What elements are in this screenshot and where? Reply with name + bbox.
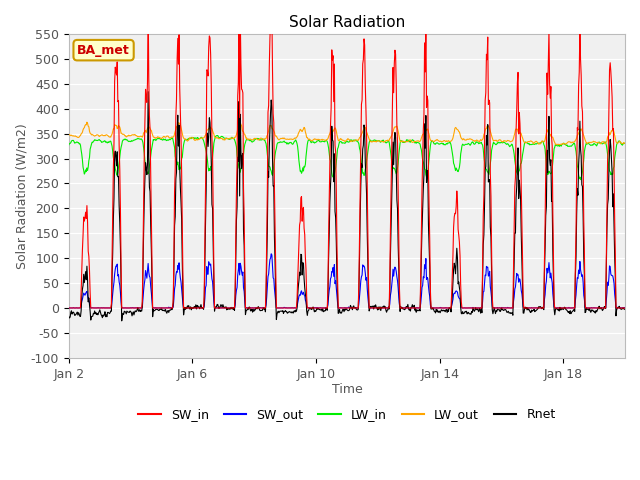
X-axis label: Time: Time <box>332 384 362 396</box>
Text: BA_met: BA_met <box>77 44 130 57</box>
Y-axis label: Solar Radiation (W/m2): Solar Radiation (W/m2) <box>15 123 28 269</box>
Legend: SW_in, SW_out, LW_in, LW_out, Rnet: SW_in, SW_out, LW_in, LW_out, Rnet <box>133 403 561 426</box>
Title: Solar Radiation: Solar Radiation <box>289 15 405 30</box>
